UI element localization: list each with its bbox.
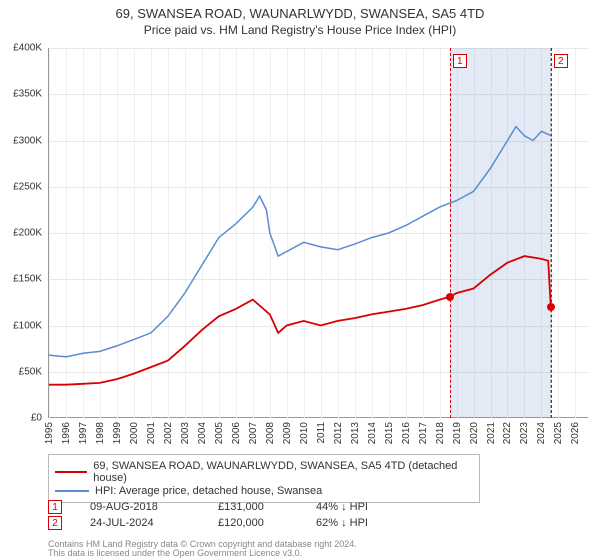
- sale-row: 2 24-JUL-2024 £120,000 62% ↓ HPI: [48, 516, 426, 530]
- y-axis-label: £250K: [0, 181, 42, 192]
- legend-row: 69, SWANSEA ROAD, WAUNARLWYDD, SWANSEA, …: [55, 460, 473, 484]
- sale-row-marker: 2: [48, 516, 62, 530]
- x-axis-label: 2015: [384, 422, 395, 444]
- x-axis-label: 2001: [146, 422, 157, 444]
- x-axis-label: 2006: [231, 422, 242, 444]
- y-axis-label: £350K: [0, 89, 42, 100]
- sale-vline: [551, 48, 552, 418]
- page-subtitle: Price paid vs. HM Land Registry's House …: [0, 23, 600, 37]
- y-axis-label: £300K: [0, 135, 42, 146]
- y-axis-label: £200K: [0, 228, 42, 239]
- sale-date: 09-AUG-2018: [90, 501, 200, 513]
- sale-vline: [450, 48, 451, 418]
- sale-price: £131,000: [218, 501, 298, 513]
- sale-point: [547, 303, 555, 311]
- chart: £0£50K£100K£150K£200K£250K£300K£350K£400…: [48, 48, 588, 418]
- x-axis-label: 2017: [418, 422, 429, 444]
- x-axis-label: 2011: [316, 422, 327, 444]
- y-axis-label: £100K: [0, 320, 42, 331]
- sale-point: [446, 293, 454, 301]
- x-axis-label: 2008: [265, 422, 276, 444]
- x-axis-label: 2004: [197, 422, 208, 444]
- legend-row: HPI: Average price, detached house, Swan…: [55, 485, 473, 497]
- x-axis-label: 2018: [435, 422, 446, 444]
- x-axis-label: 2024: [536, 422, 547, 444]
- x-axis-label: 2021: [486, 422, 497, 444]
- y-axis-label: £150K: [0, 274, 42, 285]
- x-axis-label: 2012: [333, 422, 344, 444]
- sale-date: 24-JUL-2024: [90, 517, 200, 529]
- line-series: [49, 48, 589, 418]
- x-axis-label: 2016: [401, 422, 412, 444]
- sale-row-marker: 1: [48, 500, 62, 514]
- x-axis-label: 2002: [163, 422, 174, 444]
- sale-marker-2: 2: [554, 54, 568, 68]
- x-axis-label: 1997: [78, 422, 89, 444]
- y-axis-label: £0: [0, 413, 42, 424]
- sale-pct: 44% ↓ HPI: [316, 501, 426, 513]
- page-title: 69, SWANSEA ROAD, WAUNARLWYDD, SWANSEA, …: [0, 6, 600, 21]
- x-axis-label: 1998: [95, 422, 106, 444]
- x-axis-label: 2020: [469, 422, 480, 444]
- x-axis-label: 2009: [282, 422, 293, 444]
- sale-pct: 62% ↓ HPI: [316, 517, 426, 529]
- x-axis-label: 2026: [570, 422, 581, 444]
- x-axis-label: 2014: [367, 422, 378, 444]
- x-axis-label: 1999: [112, 422, 123, 444]
- x-axis-label: 2013: [350, 422, 361, 444]
- legend-swatch: [55, 471, 87, 473]
- x-axis-label: 1996: [61, 422, 72, 444]
- x-axis-label: 2000: [129, 422, 140, 444]
- sale-price: £120,000: [218, 517, 298, 529]
- footnote: Contains HM Land Registry data © Crown c…: [48, 540, 357, 558]
- x-axis-label: 2005: [214, 422, 225, 444]
- series-price_paid: [49, 256, 551, 385]
- sales-table: 1 09-AUG-2018 £131,000 44% ↓ HPI 2 24-JUL-202…: [48, 498, 426, 532]
- y-axis-label: £50K: [0, 366, 42, 377]
- legend-swatch: [55, 490, 89, 492]
- x-axis-label: 2025: [553, 422, 564, 444]
- x-axis-label: 2010: [299, 422, 310, 444]
- legend-label: 69, SWANSEA ROAD, WAUNARLWYDD, SWANSEA, …: [93, 460, 473, 484]
- x-axis-label: 2007: [248, 422, 259, 444]
- legend-label: HPI: Average price, detached house, Swan…: [95, 485, 322, 497]
- sale-row: 1 09-AUG-2018 £131,000 44% ↓ HPI: [48, 500, 426, 514]
- legend: 69, SWANSEA ROAD, WAUNARLWYDD, SWANSEA, …: [48, 454, 480, 503]
- plot-area: [48, 48, 588, 418]
- y-axis-label: £400K: [0, 43, 42, 54]
- sale-marker-1: 1: [453, 54, 467, 68]
- x-axis-label: 2003: [180, 422, 191, 444]
- x-axis-label: 2023: [519, 422, 530, 444]
- x-axis-label: 1995: [44, 422, 55, 444]
- x-axis-label: 2022: [502, 422, 513, 444]
- x-axis-label: 2019: [452, 422, 463, 444]
